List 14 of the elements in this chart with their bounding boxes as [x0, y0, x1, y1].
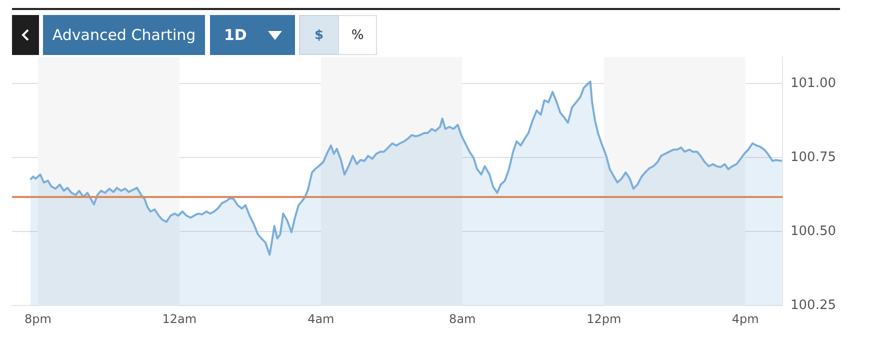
x-tick-label: 12pm [586, 312, 622, 326]
text: % [338, 15, 377, 55]
text: 1D [224, 26, 247, 44]
y-tick-label: 101.00 [790, 76, 836, 92]
x-tick-label: 4pm [732, 312, 759, 326]
text: $ [299, 15, 339, 55]
x-tick-label: 8pm [24, 312, 52, 326]
y-tick-label: 100.25 [790, 298, 836, 313]
y-tick-label: 100.75 [790, 150, 836, 165]
x-tick-label: 8am [449, 312, 476, 326]
x-tick-label: 12am [162, 312, 197, 326]
y-tick-label: 100.50 [790, 224, 836, 239]
x-tick-label: 4am [308, 312, 334, 326]
text: Advanced Charting [43, 15, 205, 55]
